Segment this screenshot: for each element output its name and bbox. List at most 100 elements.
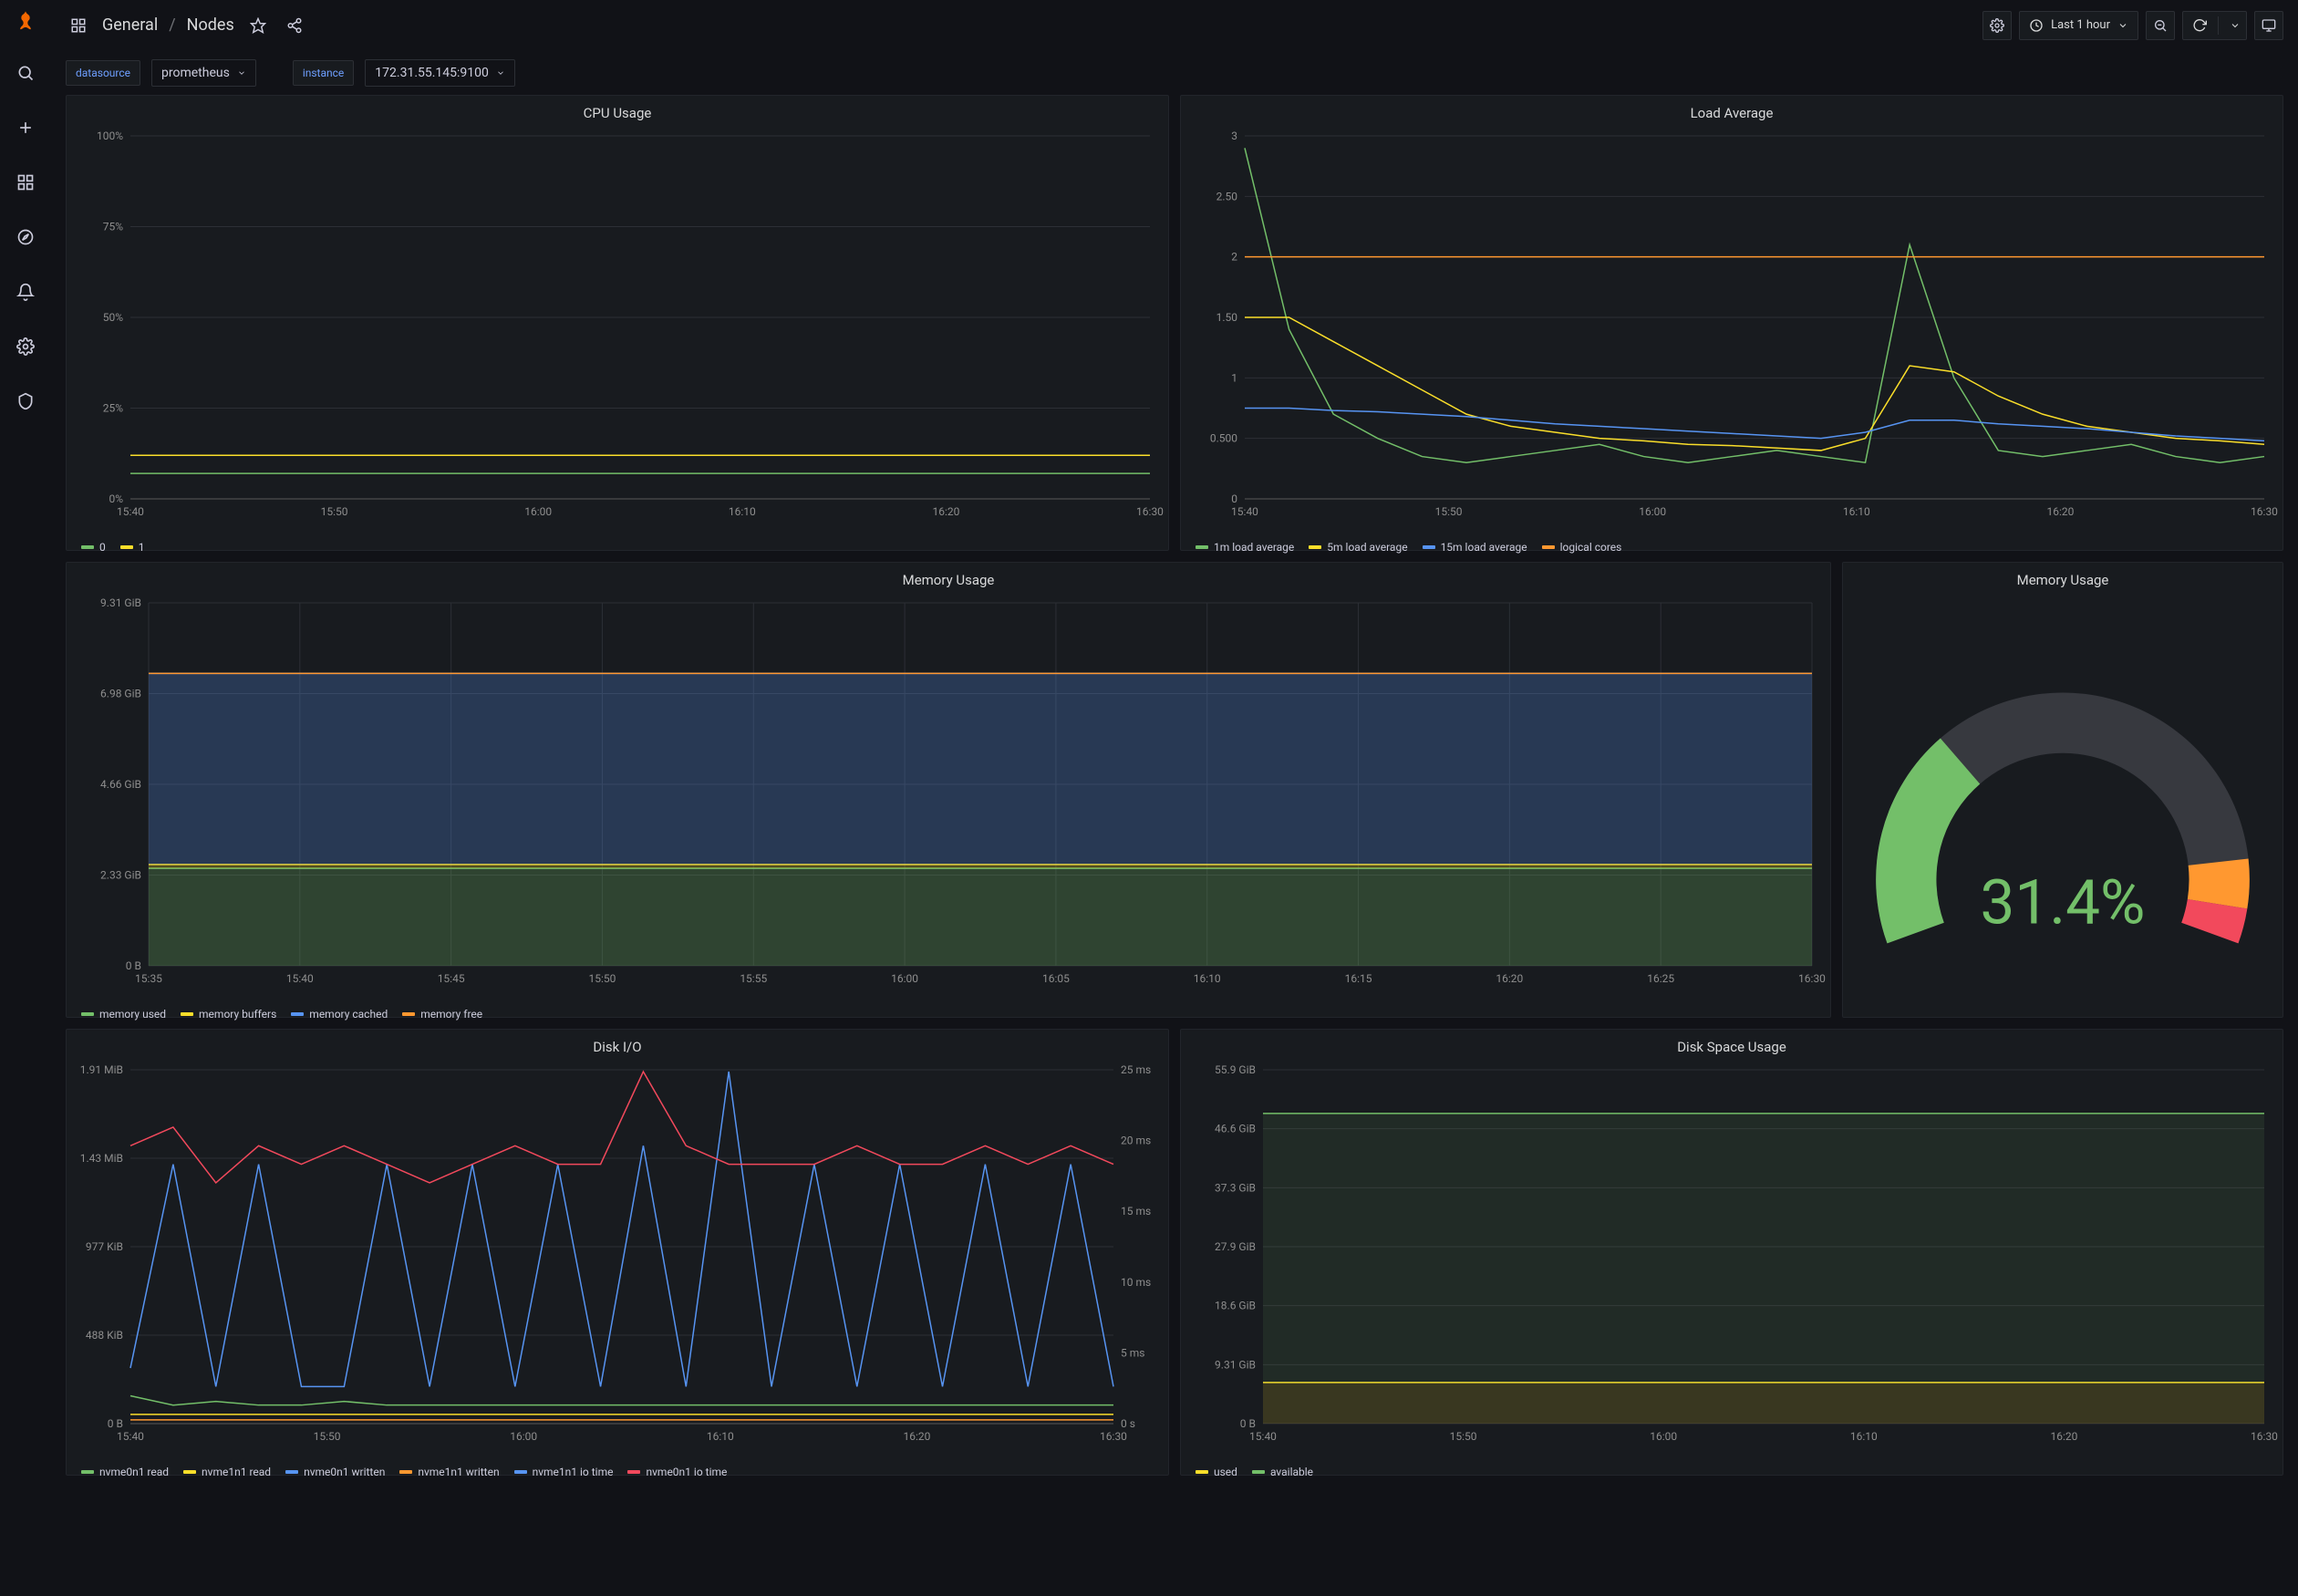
svg-text:1.91 MiB: 1.91 MiB bbox=[80, 1063, 123, 1076]
legend-item[interactable]: memory used bbox=[81, 1008, 166, 1021]
svg-text:10 ms: 10 ms bbox=[1121, 1276, 1151, 1289]
apps-icon[interactable] bbox=[66, 13, 91, 38]
topbar: General / Nodes Last 1 hour bbox=[51, 0, 2298, 51]
panel-title: CPU Usage bbox=[67, 96, 1168, 127]
svg-text:16:25: 16:25 bbox=[1647, 972, 1674, 985]
star-icon[interactable] bbox=[245, 13, 271, 38]
search-icon[interactable] bbox=[7, 55, 44, 91]
svg-text:15:50: 15:50 bbox=[321, 505, 348, 518]
svg-text:0 B: 0 B bbox=[1240, 1417, 1256, 1430]
zoom-out-icon[interactable] bbox=[2146, 11, 2175, 40]
svg-text:16:00: 16:00 bbox=[510, 1430, 537, 1443]
svg-text:16:00: 16:00 bbox=[524, 505, 552, 518]
panel-title: Disk I/O bbox=[67, 1030, 1168, 1061]
svg-text:27.9 GiB: 27.9 GiB bbox=[1215, 1240, 1256, 1253]
svg-text:15:50: 15:50 bbox=[1450, 1430, 1477, 1443]
svg-text:16:05: 16:05 bbox=[1042, 972, 1070, 985]
svg-text:1.43 MiB: 1.43 MiB bbox=[80, 1152, 123, 1165]
legend-item[interactable]: available bbox=[1252, 1466, 1313, 1478]
svg-text:50%: 50% bbox=[103, 311, 123, 324]
svg-text:46.6 GiB: 46.6 GiB bbox=[1215, 1123, 1256, 1135]
panel-cpu[interactable]: CPU Usage 0% 25% 50% 75% 100% 15:40 15:50 16:00… bbox=[66, 95, 1169, 551]
legend-item[interactable]: nvme0n1 written bbox=[285, 1466, 385, 1478]
settings-icon[interactable] bbox=[1982, 11, 2012, 40]
legend-item[interactable]: logical cores bbox=[1542, 541, 1622, 554]
svg-text:25 ms: 25 ms bbox=[1121, 1063, 1151, 1076]
sidebar bbox=[0, 0, 51, 1596]
panel-diskspace[interactable]: Disk Space Usage 0 B9.31 GiB18.6 GiB27.9… bbox=[1180, 1029, 2283, 1476]
var-datasource-select[interactable]: prometheus bbox=[151, 59, 256, 87]
svg-text:15:40: 15:40 bbox=[1231, 505, 1258, 518]
svg-text:9.31 GiB: 9.31 GiB bbox=[100, 596, 141, 609]
legend-item[interactable]: 0 bbox=[81, 541, 106, 554]
svg-text:0: 0 bbox=[1231, 492, 1237, 505]
svg-text:16:10: 16:10 bbox=[1850, 1430, 1878, 1443]
var-instance-select[interactable]: 172.31.55.145:9100 bbox=[365, 59, 515, 87]
svg-text:0 B: 0 B bbox=[108, 1417, 123, 1430]
panel-diskio[interactable]: Disk I/O 0 B488 KiB977 KiB1.43 MiB1.91 M… bbox=[66, 1029, 1169, 1476]
time-range-picker[interactable]: Last 1 hour bbox=[2019, 11, 2138, 40]
kiosk-icon[interactable] bbox=[2254, 11, 2283, 40]
svg-text:0%: 0% bbox=[109, 492, 123, 505]
svg-text:100%: 100% bbox=[97, 130, 123, 142]
svg-text:15 ms: 15 ms bbox=[1121, 1205, 1151, 1218]
time-range-label: Last 1 hour bbox=[2051, 18, 2110, 32]
svg-text:20 ms: 20 ms bbox=[1121, 1135, 1151, 1147]
config-icon[interactable] bbox=[7, 328, 44, 365]
legend-item[interactable]: nvme1n1 read bbox=[183, 1466, 271, 1478]
svg-text:0 s: 0 s bbox=[1121, 1417, 1135, 1430]
svg-text:16:10: 16:10 bbox=[1843, 505, 1870, 518]
legend-item[interactable]: memory free bbox=[402, 1008, 482, 1021]
panel-memory-gauge[interactable]: Memory Usage 31.4% bbox=[1842, 562, 2283, 1018]
var-instance-label: instance bbox=[293, 60, 354, 86]
legend-item[interactable]: 1m load average bbox=[1196, 541, 1294, 554]
legend-item[interactable]: nvme1n1 io time bbox=[514, 1466, 614, 1478]
svg-text:16:30: 16:30 bbox=[1798, 972, 1826, 985]
alerting-icon[interactable] bbox=[7, 274, 44, 310]
svg-text:15:40: 15:40 bbox=[1249, 1430, 1277, 1443]
svg-text:1: 1 bbox=[1231, 371, 1237, 384]
svg-text:2.50: 2.50 bbox=[1216, 190, 1238, 202]
grafana-logo[interactable] bbox=[11, 7, 40, 36]
panel-title: Load Average bbox=[1181, 96, 2282, 127]
variable-bar: datasource prometheus instance 172.31.55… bbox=[51, 51, 2298, 95]
share-icon[interactable] bbox=[282, 13, 307, 38]
panel-memory[interactable]: Memory Usage 0 B2.33 GiB4.66 GiB6.98 GiB… bbox=[66, 562, 1831, 1018]
plus-icon[interactable] bbox=[7, 109, 44, 146]
admin-icon[interactable] bbox=[7, 383, 44, 420]
svg-text:15:35: 15:35 bbox=[135, 972, 162, 985]
legend-item[interactable]: memory buffers bbox=[181, 1008, 276, 1021]
svg-text:16:10: 16:10 bbox=[1194, 972, 1221, 985]
breadcrumb-folder[interactable]: General bbox=[102, 16, 158, 35]
legend-item[interactable]: nvme1n1 written bbox=[399, 1466, 499, 1478]
dashboards-icon[interactable] bbox=[7, 164, 44, 201]
legend-item[interactable]: used bbox=[1196, 1466, 1237, 1478]
legend-item[interactable]: nvme0n1 read bbox=[81, 1466, 169, 1478]
svg-text:15:55: 15:55 bbox=[740, 972, 767, 985]
svg-text:1.50: 1.50 bbox=[1216, 311, 1238, 324]
svg-text:6.98 GiB: 6.98 GiB bbox=[100, 688, 141, 700]
legend-item[interactable]: nvme0n1 io time bbox=[627, 1466, 727, 1478]
svg-text:16:20: 16:20 bbox=[1496, 972, 1523, 985]
svg-text:16:30: 16:30 bbox=[1100, 1430, 1127, 1443]
svg-text:16:20: 16:20 bbox=[2050, 1430, 2077, 1443]
svg-text:488 KiB: 488 KiB bbox=[86, 1329, 123, 1342]
svg-text:25%: 25% bbox=[103, 402, 123, 415]
panel-load[interactable]: Load Average 00.50011.5022.50315:4015:50… bbox=[1180, 95, 2283, 551]
refresh-picker[interactable] bbox=[2182, 11, 2247, 40]
legend-item[interactable]: 5m load average bbox=[1309, 541, 1407, 554]
svg-text:75%: 75% bbox=[103, 221, 123, 233]
svg-text:16:10: 16:10 bbox=[729, 505, 756, 518]
legend-item[interactable]: memory cached bbox=[291, 1008, 388, 1021]
svg-text:5 ms: 5 ms bbox=[1121, 1346, 1144, 1359]
svg-text:2: 2 bbox=[1231, 251, 1237, 264]
svg-text:15:40: 15:40 bbox=[117, 505, 144, 518]
svg-text:16:30: 16:30 bbox=[1136, 505, 1164, 518]
panel-title: Memory Usage bbox=[67, 563, 1830, 594]
svg-text:2.33 GiB: 2.33 GiB bbox=[100, 869, 141, 882]
legend-item[interactable]: 1 bbox=[120, 541, 145, 554]
breadcrumb-dashboard[interactable]: Nodes bbox=[187, 16, 234, 35]
svg-text:15:50: 15:50 bbox=[1435, 505, 1463, 518]
legend-item[interactable]: 15m load average bbox=[1423, 541, 1527, 554]
explore-icon[interactable] bbox=[7, 219, 44, 255]
